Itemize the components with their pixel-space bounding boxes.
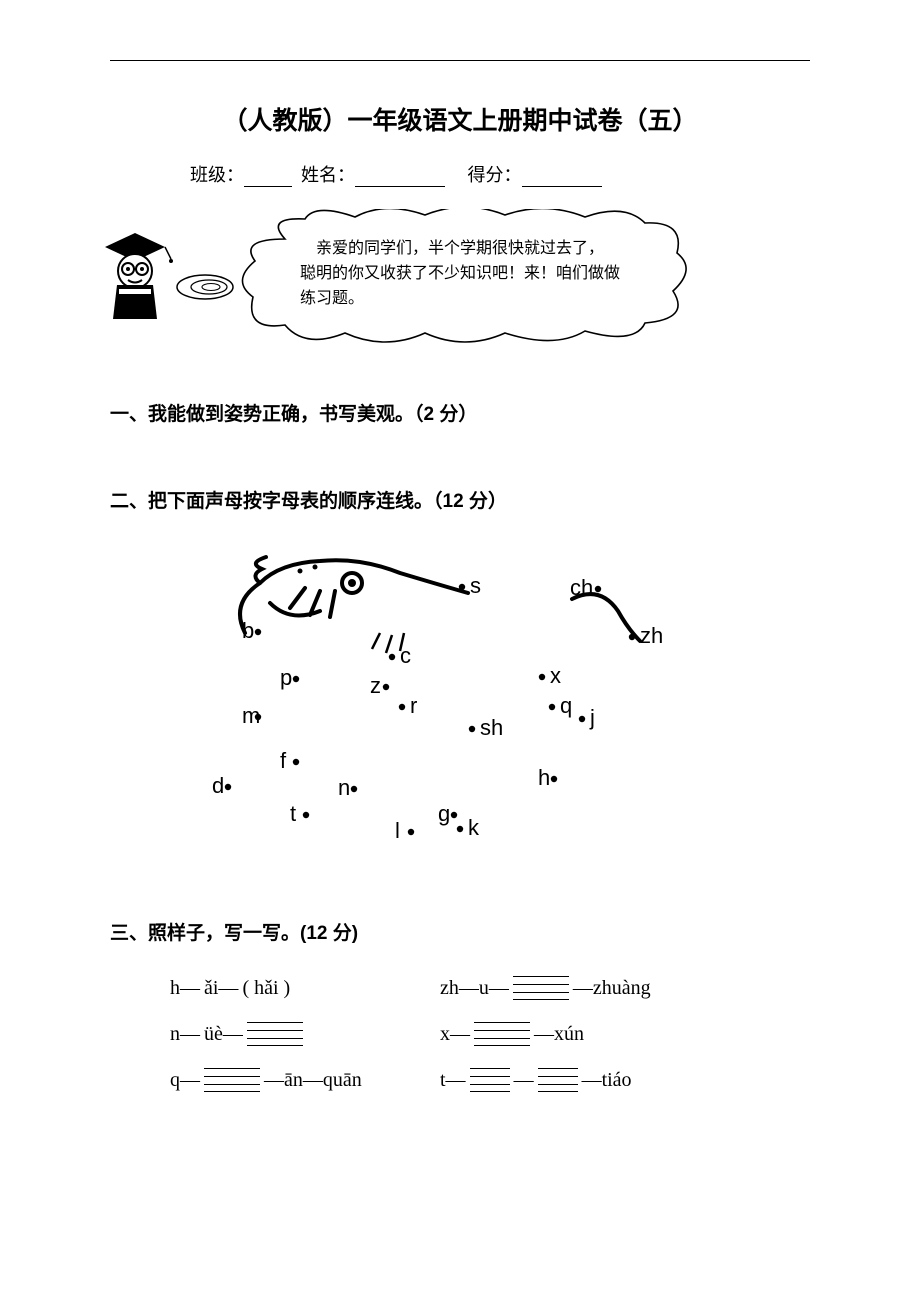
exercise-3: h— ǎi— ( hǎi ) zh—u— —zhuàng n— üè— x— —…	[170, 965, 810, 1103]
r1l-a: h—	[170, 965, 200, 1011]
r1l-c: ( hǎi )	[242, 965, 290, 1011]
intro-text: 亲爱的同学们，半个学期很快就过去了， 聪明的你又收获了不少知识吧！来！咱们做做 …	[300, 237, 670, 311]
dot-m: m	[242, 703, 261, 728]
s3-pts: (12 分)	[300, 923, 358, 944]
class-blank[interactable]	[244, 167, 292, 187]
svg-text:z: z	[370, 673, 381, 698]
dot-f: f	[280, 748, 299, 773]
s2-text: 二、把下面声母按字母表的顺序连线。（	[110, 491, 443, 512]
student-info-line: 班级： 姓名： 得分：	[190, 161, 810, 187]
dot-p: p	[280, 665, 299, 690]
svg-text:r: r	[410, 693, 417, 718]
svg-text:f: f	[280, 748, 287, 773]
intro-line-b: 聪明的你又收获了不少知识吧！来！咱们做做	[300, 265, 620, 282]
r2r-a: x—	[440, 1011, 470, 1057]
section-2-head: 二、把下面声母按字母表的顺序连线。（12 分）	[110, 486, 810, 513]
s3-text: 三、照样子，写一写。	[110, 923, 300, 944]
pinyin-box[interactable]	[204, 1068, 260, 1092]
professor-icon	[95, 227, 175, 322]
s1-tail: ）	[458, 404, 477, 425]
dot-q: q	[549, 693, 572, 718]
svg-text:b: b	[242, 618, 254, 643]
r1l-b: ǎi—	[204, 965, 238, 1011]
svg-text:g: g	[438, 801, 450, 826]
r3r-c: —tiáo	[582, 1057, 632, 1103]
svg-text:sh: sh	[480, 715, 503, 740]
dot-sh: sh	[469, 715, 503, 740]
score-blank[interactable]	[522, 167, 602, 187]
r3l-a: q—	[170, 1057, 200, 1103]
dot-h: h	[538, 765, 557, 790]
dot-x: x	[539, 663, 561, 688]
svg-text:s: s	[470, 573, 481, 598]
class-label: 班级：	[190, 165, 244, 185]
ex3-row-3: q— —ān—quān t— — —tiáo	[170, 1057, 810, 1103]
pinyin-box[interactable]	[247, 1022, 303, 1046]
dot-z: z	[370, 673, 389, 698]
intro-line-a: 亲爱的同学们，半个学期很快就过去了，	[316, 240, 604, 257]
page-title: （人教版）一年级语文上册期中试卷（五）	[110, 101, 810, 137]
svg-text:l: l	[395, 818, 400, 843]
s1-pts: 2 分	[424, 404, 459, 425]
svg-text:t: t	[290, 801, 296, 826]
r3l-b: —ān—quān	[264, 1057, 362, 1103]
svg-text:k: k	[468, 815, 480, 840]
r1r-a: zh—u—	[440, 965, 509, 1011]
section-3-head: 三、照样子，写一写。(12 分)	[110, 918, 810, 945]
pinyin-box[interactable]	[470, 1068, 510, 1092]
ex3-row-1: h— ǎi— ( hǎi ) zh—u— —zhuàng	[170, 965, 810, 1011]
pinyin-box[interactable]	[538, 1068, 578, 1092]
dot-zh: zh	[629, 623, 663, 648]
r1r-b: —zhuàng	[573, 965, 651, 1011]
name-blank[interactable]	[355, 167, 445, 187]
svg-text:n: n	[338, 775, 350, 800]
top-rule	[110, 60, 810, 61]
svg-text:ch: ch	[570, 575, 593, 600]
r2l-a: n—	[170, 1011, 200, 1057]
dot-k: k	[457, 815, 480, 840]
ex3-row-2: n— üè— x— —xún	[170, 1011, 810, 1057]
pinyin-box[interactable]	[474, 1022, 530, 1046]
svg-text:q: q	[560, 693, 572, 718]
dot-c: c	[389, 643, 411, 668]
pinyin-box[interactable]	[513, 976, 569, 1000]
dot-t: t	[290, 801, 309, 826]
svg-text:c: c	[400, 643, 411, 668]
connect-dots-figure: b pmf d t n l gk h jqx zh ch sh r zc s	[170, 533, 710, 868]
dot-r: r	[399, 693, 418, 718]
r2r-b: —xún	[534, 1011, 584, 1057]
score-label: 得分：	[468, 165, 522, 185]
s2-pts: 12 分	[443, 491, 488, 512]
svg-text:d: d	[212, 773, 224, 798]
exam-page: （人教版）一年级语文上册期中试卷（五） 班级： 姓名： 得分：	[0, 0, 920, 1302]
dot-l: l	[395, 818, 414, 843]
r2l-b: üè—	[204, 1011, 243, 1057]
dot-b: b	[242, 618, 261, 643]
svg-text:h: h	[538, 765, 550, 790]
svg-text:x: x	[550, 663, 561, 688]
s2-tail: ）	[488, 491, 507, 512]
s1-text: 一、我能做到姿势正确，书写美观。（	[110, 404, 424, 425]
dot-g: g	[438, 801, 457, 826]
svg-text:zh: zh	[640, 623, 663, 648]
r3r-a: t—	[440, 1057, 466, 1103]
intro-line-c: 练习题。	[300, 290, 364, 307]
dot-j: j	[579, 705, 595, 730]
dot-s: s	[459, 573, 481, 598]
name-label: 姓名：	[301, 165, 355, 185]
svg-text:p: p	[280, 665, 292, 690]
svg-text:j: j	[589, 705, 595, 730]
r3r-b: —	[514, 1057, 534, 1103]
dots-svg: b pmf d t n l gk h jqx zh ch sh r zc s	[170, 533, 710, 863]
section-1-head: 一、我能做到姿势正确，书写美观。（2 分）	[110, 399, 810, 426]
dot-n: n	[338, 775, 357, 800]
intro-block: 亲爱的同学们，半个学期很快就过去了， 聪明的你又收获了不少知识吧！来！咱们做做 …	[110, 209, 810, 359]
dot-d: d	[212, 773, 231, 798]
